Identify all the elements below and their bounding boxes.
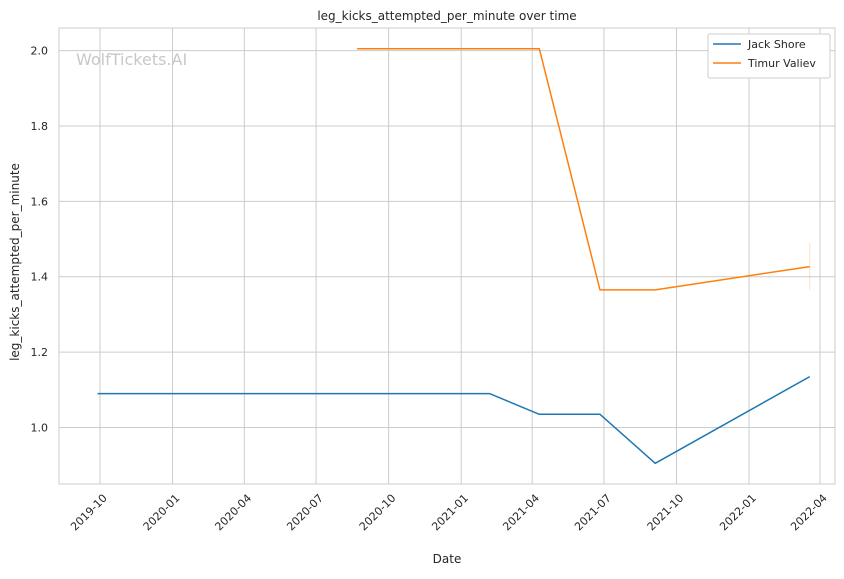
plot-area [59,28,835,484]
x-tick-label: 2021-01 [429,492,471,534]
x-tick-label: 2020-04 [212,492,254,534]
y-tick-label: 1.6 [31,195,49,208]
x-tick-label: 2022-01 [717,492,759,534]
y-tick-labels: 1.0 1.2 1.4 1.6 1.8 2.0 [31,45,49,435]
x-axis-label: Date [433,552,462,566]
x-tick-label: 2020-07 [284,492,326,534]
legend-label-timur-valiev: Timur Valiev [747,57,816,70]
x-tick-labels: 2019-10 2020-01 2020-04 2020-07 2020-10 2021-… [68,492,830,534]
watermark: WolfTickets.AI [76,50,187,69]
x-tick-label: 2020-10 [357,492,399,534]
y-tick-label: 1.2 [31,346,49,359]
x-tick-label: 2021-04 [500,492,542,534]
legend: Jack Shore Timur Valiev [708,34,830,78]
legend-label-jack-shore: Jack Shore [747,38,806,51]
y-tick-label: 1.0 [31,421,49,434]
y-axis-label: leg_kicks_attempted_per_minute [8,163,22,361]
y-tick-label: 2.0 [31,45,49,58]
y-tick-label: 1.8 [31,120,49,133]
x-tick-label: 2019-10 [68,492,110,534]
y-tick-label: 1.4 [31,271,49,284]
x-tick-label: 2021-10 [645,492,687,534]
x-tick-label: 2022-04 [788,492,830,534]
chart-title: leg_kicks_attempted_per_minute over time [317,9,576,23]
x-tick-label: 2020-01 [141,492,183,534]
x-tick-label: 2021-07 [572,492,614,534]
